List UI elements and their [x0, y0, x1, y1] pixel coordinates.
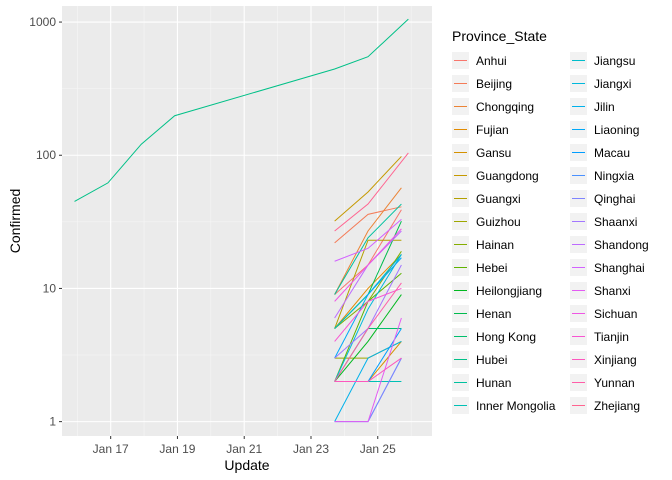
series-line [334, 156, 402, 222]
series-line [334, 257, 402, 359]
x-axis-title: Update [224, 457, 269, 473]
series-line [334, 294, 402, 382]
legend-label: Anhui [476, 54, 507, 68]
series-line [334, 219, 402, 262]
series-line [334, 152, 409, 232]
plot-panel [62, 6, 432, 436]
series-line [367, 357, 402, 422]
y-axis: 1 10 100 1000 [29, 15, 62, 429]
legend-label: Hunan [476, 376, 511, 390]
series-line [334, 206, 402, 244]
series-line [334, 203, 402, 295]
legend-items: Anhui Beijing Chongqing Fujian Gansu Guangdon… [452, 52, 649, 414]
y-tick-label: 1 [49, 415, 56, 429]
y-tick-label: 1000 [29, 15, 56, 29]
x-axis: Jan 17 Jan 19 Jan 21 Jan 23 Jan 25 [93, 436, 396, 456]
legend-label: Hainan [476, 238, 514, 252]
legend-label: Shandong [594, 238, 649, 252]
y-tick-label: 100 [36, 148, 56, 162]
legend-label: Hong Kong [476, 330, 536, 344]
legend-title: Province_State [452, 28, 547, 44]
legend-label: Qinghai [594, 192, 635, 206]
legend-label: Sichuan [594, 307, 637, 321]
legend-label: Jiangsu [594, 54, 635, 68]
y-axis-title: Confirmed [7, 189, 23, 254]
legend-label: Guangdong [476, 169, 539, 183]
legend-label: Hebei [476, 261, 507, 275]
legend-label: Xinjiang [594, 353, 637, 367]
legend: Province_State Anhui Beijing Chongqing Fuji… [452, 28, 649, 414]
legend-label: Henan [476, 307, 511, 321]
series-line [334, 357, 402, 383]
legend-label: Gansu [476, 146, 511, 160]
legend-label: Ningxia [594, 169, 634, 183]
legend-label: Macau [594, 146, 630, 160]
legend-label: Inner Mongolia [476, 399, 556, 413]
series-line [334, 282, 402, 382]
y-tick-label: 10 [43, 281, 57, 295]
legend-label: Hubei [476, 353, 507, 367]
x-tick-label: Jan 25 [360, 442, 396, 456]
series-line [334, 254, 402, 382]
legend-label: Zhejiang [594, 399, 640, 413]
series-line [74, 18, 409, 202]
legend-label: Guizhou [476, 215, 521, 229]
x-tick-label: Jan 21 [226, 442, 262, 456]
legend-label: Liaoning [594, 123, 639, 137]
x-tick-label: Jan 19 [159, 442, 195, 456]
legend-label: Tianjin [594, 330, 629, 344]
legend-label: Fujian [476, 123, 509, 137]
legend-label: Chongqing [476, 100, 534, 114]
series-line [334, 228, 402, 302]
series-line [334, 254, 402, 329]
x-tick-label: Jan 17 [93, 442, 129, 456]
x-tick-label: Jan 23 [293, 442, 329, 456]
legend-label: Jilin [594, 100, 615, 114]
legend-label: Shanghai [594, 261, 645, 275]
legend-label: Shaanxi [594, 215, 637, 229]
legend-label: Shanxi [594, 284, 631, 298]
legend-label: Yunnan [594, 376, 635, 390]
legend-label: Beijing [476, 77, 512, 91]
legend-label: Jiangxi [594, 77, 631, 91]
series-line [334, 317, 402, 423]
series-line [334, 187, 402, 295]
series-lines [74, 18, 409, 423]
legend-label: Heilongjiang [476, 284, 542, 298]
legend-label: Guangxi [476, 192, 521, 206]
series-line [334, 287, 402, 342]
